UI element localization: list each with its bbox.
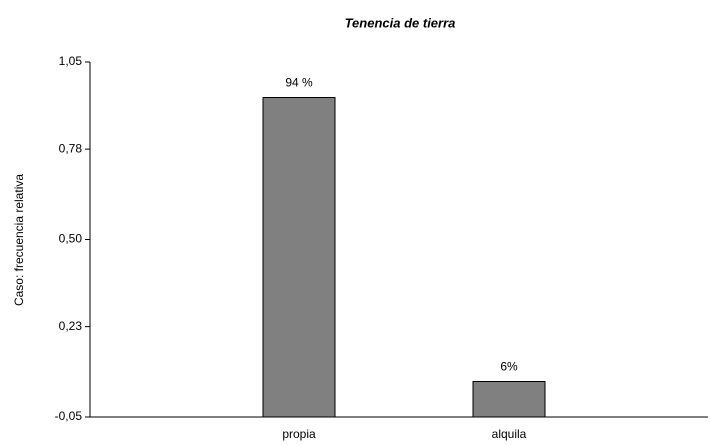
y-tick-label: 0,50 [59,232,83,246]
y-tick-label: -0,05 [55,409,83,423]
value-label: 94 % [285,76,313,90]
y-axis-label: Caso: frecuencia relativa [12,174,26,306]
bar [472,381,546,418]
chart-title: Tenencia de tierra [345,15,456,30]
bar [262,97,336,418]
y-tick-label: 0,78 [59,141,83,155]
y-tick-label: 0,23 [59,319,83,333]
y-tick-label: 1,05 [59,54,83,68]
value-label: 6% [500,360,518,374]
x-tick-label: alquila [492,427,527,441]
x-tick-label: propia [282,427,316,441]
